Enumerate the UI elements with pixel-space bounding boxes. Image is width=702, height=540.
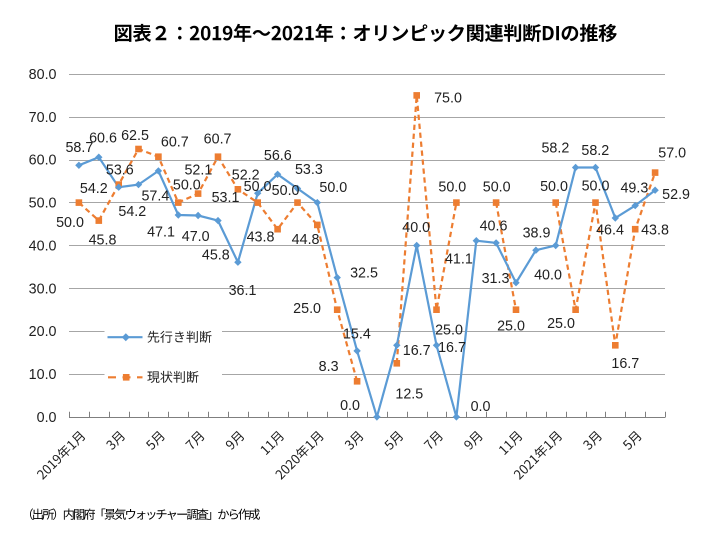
svg-text:80.0: 80.0 xyxy=(29,67,57,83)
svg-text:36.1: 36.1 xyxy=(229,283,257,299)
svg-text:50.0: 50.0 xyxy=(540,179,568,195)
svg-text:40.6: 40.6 xyxy=(480,219,508,235)
svg-text:16.7: 16.7 xyxy=(438,340,466,356)
svg-text:57.0: 57.0 xyxy=(658,145,686,161)
svg-text:60.7: 60.7 xyxy=(204,132,232,148)
svg-text:30.0: 30.0 xyxy=(29,281,57,297)
svg-text:50.0: 50.0 xyxy=(438,180,466,196)
svg-text:54.2: 54.2 xyxy=(80,181,108,197)
svg-text:58.2: 58.2 xyxy=(541,141,569,157)
svg-text:16.7: 16.7 xyxy=(611,356,639,372)
svg-text:15.4: 15.4 xyxy=(343,327,371,343)
svg-text:40.0: 40.0 xyxy=(402,220,430,236)
svg-text:50.0: 50.0 xyxy=(173,178,201,194)
svg-text:0.0: 0.0 xyxy=(340,398,360,414)
svg-text:70.0: 70.0 xyxy=(29,110,57,126)
svg-text:53.1: 53.1 xyxy=(212,190,240,206)
svg-text:60.0: 60.0 xyxy=(29,153,57,169)
svg-text:40.0: 40.0 xyxy=(534,268,562,284)
svg-text:52.2: 52.2 xyxy=(232,168,260,184)
svg-text:52.9: 52.9 xyxy=(662,187,690,203)
svg-text:50.0: 50.0 xyxy=(29,196,57,212)
svg-text:50.0: 50.0 xyxy=(272,183,300,199)
svg-text:53.6: 53.6 xyxy=(106,163,134,179)
svg-text:52.1: 52.1 xyxy=(184,163,212,179)
svg-text:25.0: 25.0 xyxy=(497,318,525,334)
svg-text:25.0: 25.0 xyxy=(435,322,463,338)
svg-text:45.8: 45.8 xyxy=(89,233,117,249)
svg-text:56.6: 56.6 xyxy=(264,148,292,164)
svg-text:20.0: 20.0 xyxy=(29,324,57,340)
svg-text:0.0: 0.0 xyxy=(37,410,57,426)
svg-text:31.3: 31.3 xyxy=(482,271,510,287)
svg-text:43.8: 43.8 xyxy=(247,230,275,246)
svg-text:46.4: 46.4 xyxy=(596,223,624,239)
svg-text:58.2: 58.2 xyxy=(581,143,609,159)
svg-text:32.5: 32.5 xyxy=(350,266,378,282)
svg-text:49.3: 49.3 xyxy=(620,180,648,196)
svg-text:60.7: 60.7 xyxy=(161,134,189,150)
svg-text:44.8: 44.8 xyxy=(292,232,320,248)
svg-text:10.0: 10.0 xyxy=(29,367,57,383)
svg-text:41.1: 41.1 xyxy=(445,252,473,268)
svg-text:25.0: 25.0 xyxy=(547,316,575,332)
svg-text:0.0: 0.0 xyxy=(471,399,491,415)
svg-text:50.0: 50.0 xyxy=(244,179,272,195)
svg-text:53.3: 53.3 xyxy=(295,162,323,178)
svg-text:54.2: 54.2 xyxy=(118,204,146,220)
svg-text:25.0: 25.0 xyxy=(293,301,321,317)
svg-text:58.7: 58.7 xyxy=(65,140,93,156)
svg-text:8.3: 8.3 xyxy=(319,359,339,375)
svg-text:50.0: 50.0 xyxy=(319,180,347,196)
svg-text:60.6: 60.6 xyxy=(89,131,117,147)
svg-text:50.0: 50.0 xyxy=(582,179,610,195)
svg-text:40.0: 40.0 xyxy=(29,239,57,255)
svg-text:47.0: 47.0 xyxy=(182,229,210,245)
svg-text:38.9: 38.9 xyxy=(523,226,551,242)
svg-text:47.1: 47.1 xyxy=(147,224,175,240)
svg-text:75.0: 75.0 xyxy=(434,91,462,107)
svg-text:57.4: 57.4 xyxy=(141,189,169,205)
svg-text:16.7: 16.7 xyxy=(403,343,431,359)
svg-text:12.5: 12.5 xyxy=(395,387,423,403)
svg-text:62.5: 62.5 xyxy=(121,128,149,144)
svg-text:45.8: 45.8 xyxy=(202,247,230,263)
svg-text:50.0: 50.0 xyxy=(483,180,511,196)
svg-text:43.8: 43.8 xyxy=(641,223,669,239)
svg-text:50.0: 50.0 xyxy=(56,215,84,231)
